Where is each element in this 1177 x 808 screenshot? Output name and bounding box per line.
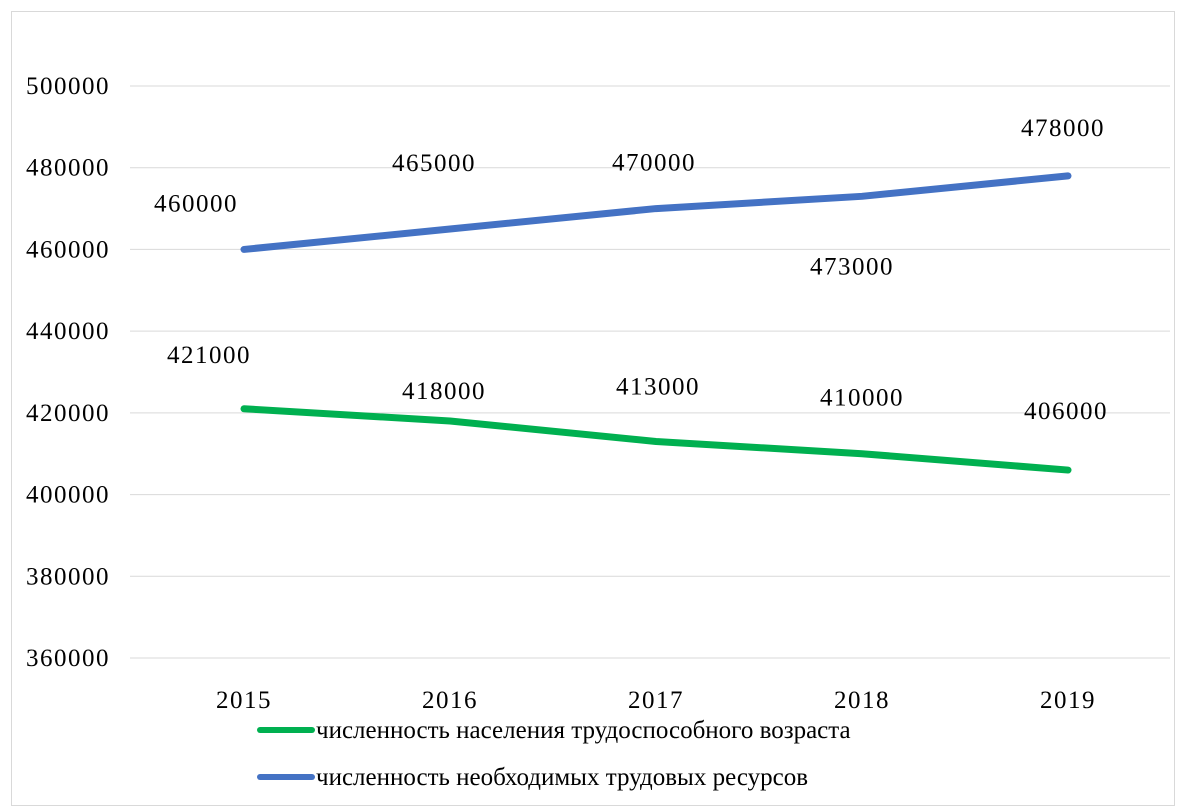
x-tick-label: 2016: [422, 687, 478, 714]
y-tick-label: 360000: [26, 645, 110, 672]
x-tick-label: 2019: [1040, 687, 1096, 714]
data-label: 465000: [392, 150, 476, 177]
series-line-1: [240, 172, 1072, 253]
legend-label-0: численность населения трудоспособного во…: [316, 717, 851, 744]
x-axis-tick-labels: 2015 2016 2017 2018 2019: [216, 687, 1096, 714]
y-tick-label: 380000: [26, 563, 110, 590]
y-tick-label: 440000: [26, 318, 110, 345]
data-label: 470000: [612, 150, 696, 177]
y-axis-tick-labels: 500000 480000 460000 440000 420000 400000 3800…: [26, 73, 110, 672]
data-label: 418000: [402, 378, 486, 405]
y-tick-label: 460000: [26, 236, 110, 263]
x-tick-label: 2017: [628, 687, 684, 714]
y-tick-label: 420000: [26, 400, 110, 427]
y-tick-label: 500000: [26, 73, 110, 100]
data-label: 473000: [810, 253, 894, 280]
data-label: 421000: [167, 342, 251, 369]
y-tick-label: 480000: [26, 155, 110, 182]
data-labels: 421000 418000 413000 410000 406000 460000 4650…: [154, 115, 1108, 425]
legend-label-1: численность необходимых трудовых ресурсо…: [316, 764, 808, 791]
data-label: 413000: [616, 373, 700, 400]
series-line-0: [240, 405, 1072, 474]
x-tick-label: 2018: [834, 687, 890, 714]
series-lines: [240, 172, 1072, 474]
data-label: 406000: [1024, 398, 1108, 425]
y-tick-label: 400000: [26, 482, 110, 509]
data-label: 460000: [154, 190, 238, 217]
data-label: 410000: [820, 385, 904, 412]
chart-frame: [11, 11, 1175, 806]
data-label: 478000: [1021, 115, 1105, 142]
legend: численность населения трудоспособного во…: [257, 717, 851, 791]
x-tick-label: 2015: [216, 687, 272, 714]
